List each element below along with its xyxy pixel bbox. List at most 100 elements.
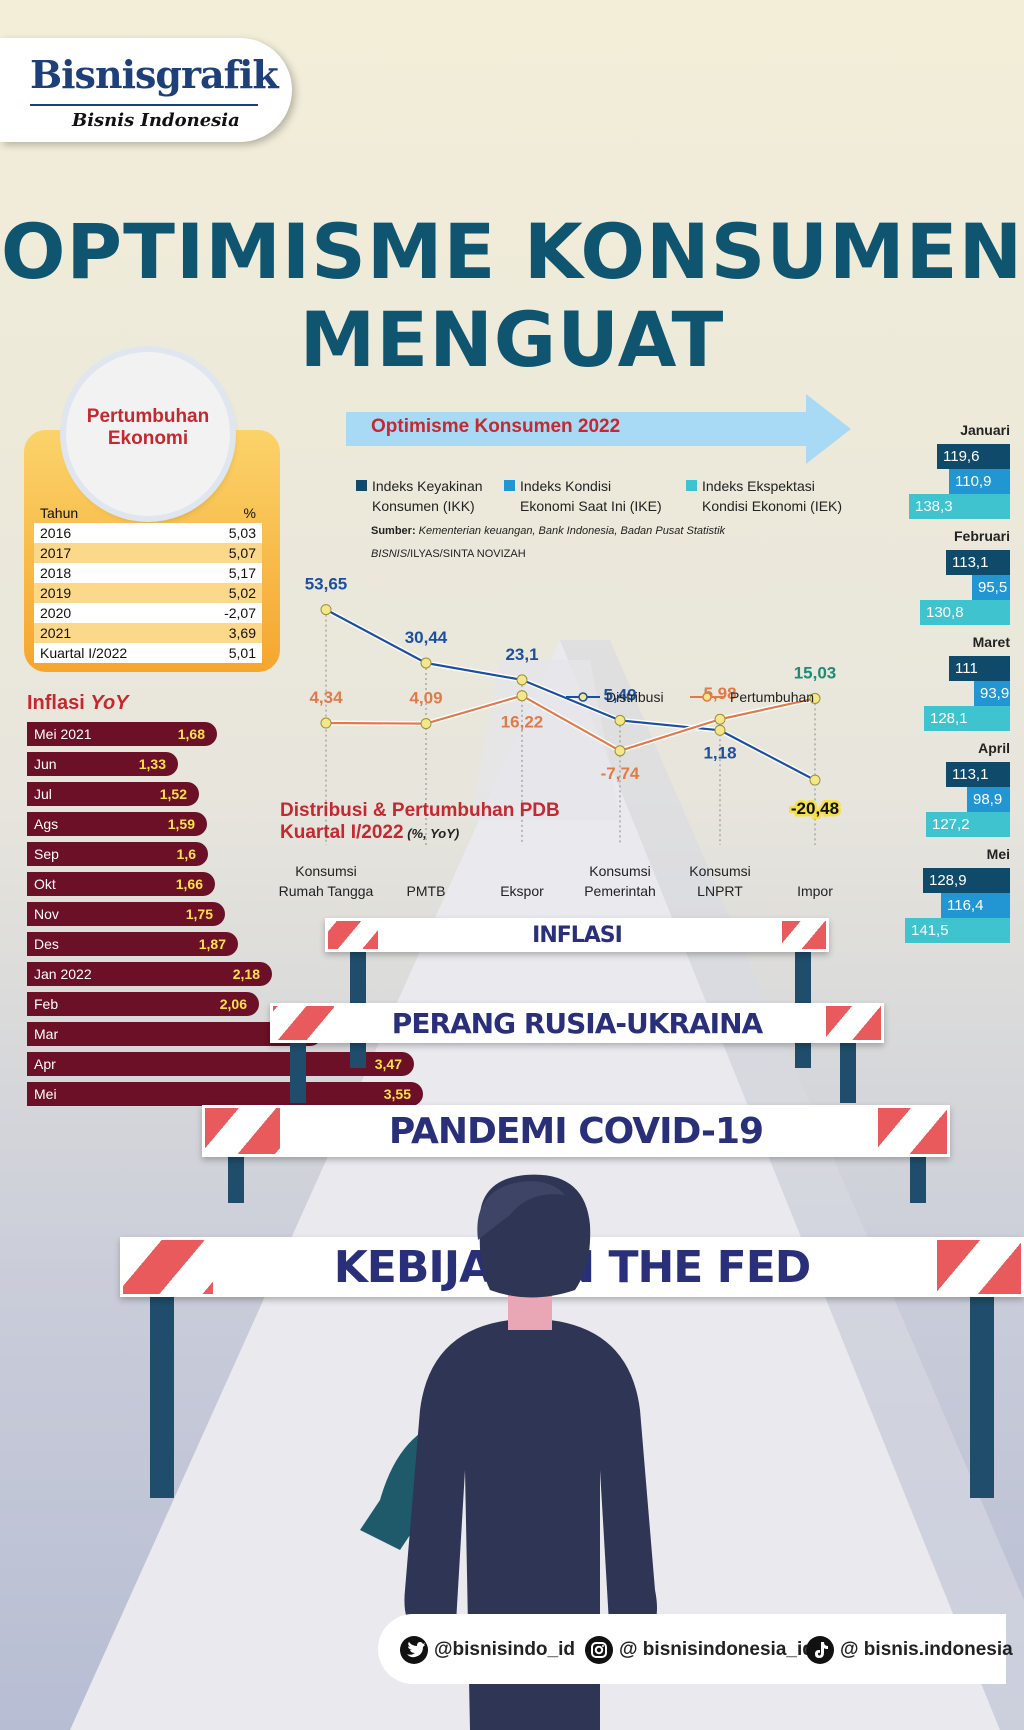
pertumbuhan-row: 2017 5,07 (34, 543, 262, 563)
pertumbuhan-year: 2018 (40, 565, 72, 581)
pdb-category-label: PMTB (407, 883, 446, 899)
inflasi-bar-value: 2,18 (232, 966, 260, 982)
inflasi-bar: Jul 1,52 (27, 782, 199, 806)
inflasi-bar-label: Jan 2022 (34, 966, 92, 982)
inflasi-bar-label: Des (34, 936, 59, 952)
hurdle-bar: INFLASI (325, 918, 829, 952)
legend-iek-line2: Kondisi Ekonomi (IEK) (702, 498, 843, 514)
inflasi-bar-label: Sep (34, 846, 59, 862)
inflasi-bar-label: Feb (34, 996, 59, 1012)
pertumbuhan-value: 5,03 (228, 525, 256, 541)
optimisme-bar-ikk: 119,6 (937, 444, 1010, 469)
pdb-point-distribusi (516, 674, 528, 686)
pdb-category-label: Pemerintah (584, 883, 656, 899)
pertumbuhan-year: 2020 (40, 605, 72, 621)
source-text: Kementerian keuangan, Bank Indonesia, Ba… (415, 525, 726, 537)
optimisme-month-label: Januari (960, 422, 1010, 438)
inflasi-bar-value: 1,87 (198, 936, 226, 952)
pdb-category-label: Ekspor (500, 883, 544, 899)
pdb-point-distribusi (809, 774, 821, 786)
pdb-label-distribusi: 23,1 (505, 645, 538, 664)
pdb-category-label: Impor (797, 883, 833, 899)
pertumbuhan-value: 5,07 (228, 545, 256, 561)
optimisme-bar-ike: 98,9 (967, 787, 1010, 812)
optimisme-bar-iek: 141,5 (905, 918, 1010, 943)
pdb-label-distribusi: -20,48 (791, 799, 839, 818)
legend-iek-line1: Indeks Ekspektasi (702, 478, 815, 494)
pertumbuhan-header-year: Tahun (40, 505, 79, 521)
legend-ikk-line2: Konsumen (IKK) (372, 498, 475, 514)
pdb-label-distribusi: 5,49 (603, 685, 636, 704)
pdb-label-pertumbuhan: -7,74 (601, 764, 640, 783)
pdb-category-label: Rumah Tangga (279, 883, 374, 899)
pertumbuhan-value: 5,01 (228, 645, 256, 661)
twitter-label: @bisnisindo_id (434, 1639, 575, 1660)
pdb-legend-pertumbuhan-label: Pertumbuhan (730, 689, 815, 705)
legend-iek: Indeks Ekspektasi Kondisi Ekonomi (IEK) (686, 476, 846, 516)
hurdle-label-panel (334, 1006, 826, 1040)
source-note: Sumber: Kementerian keuangan, Bank Indon… (371, 525, 725, 537)
pertumbuhan-header: Tahun % (34, 503, 262, 523)
pdb-point-distribusi (614, 714, 626, 726)
pdb-point-pertumbuhan (420, 718, 432, 730)
logo-divider (30, 104, 258, 106)
inflasi-bar-value: 1,6 (176, 846, 196, 862)
pdb-point-distribusi (320, 604, 332, 616)
inflasi-bar-label: Mei 2021 (34, 726, 92, 742)
optimisme-bar-ike: 110,9 (949, 469, 1010, 494)
inflasi-bar-label: Okt (34, 876, 56, 892)
pdb-legend-distribusi-label: Distribusi (606, 689, 664, 705)
twitter-handle[interactable]: @bisnisindo_id (400, 1636, 575, 1664)
instagram-label: @ bisnisindonesia_id (619, 1639, 814, 1660)
inflasi-bar-label: Jun (34, 756, 57, 772)
inflasi-title-em: YoY (90, 692, 129, 714)
credit-em: BISNIS (371, 548, 408, 560)
pdb-label-distribusi: 1,18 (703, 743, 736, 762)
pdb-legend-pertumbuhan: Pertumbuhan (690, 689, 814, 705)
hurdle-bar: PERANG RUSIA-UKRAINA (270, 1003, 884, 1043)
instagram-handle[interactable]: @ bisnisindonesia_id (585, 1636, 814, 1664)
optimisme-title: Optimisme Konsumen 2022 (371, 416, 621, 437)
inflasi-bar: Mei 3,55 (27, 1082, 423, 1106)
legend-ike: Indeks Kondisi Ekonomi Saat Ini (IKE) (504, 476, 676, 516)
pertumbuhan-year: 2016 (40, 525, 72, 541)
pertumbuhan-row: 2021 3,69 (34, 623, 262, 643)
inflasi-bar: Sep 1,6 (27, 842, 208, 866)
pdb-series-line-pertumbuhan (325, 694, 816, 752)
inflasi-bar-value: 1,59 (167, 816, 195, 832)
pdb-point-pertumbuhan (614, 745, 626, 757)
logo-title: Bisnisgrafik (30, 52, 279, 97)
pertumbuhan-year: 2021 (40, 625, 72, 641)
pdb-category-label: Konsumsi (589, 863, 650, 879)
pertumbuhan-badge (66, 352, 230, 516)
optimisme-bar-ike: 116,4 (941, 893, 1010, 918)
inflasi-bar-value: 3,55 (383, 1086, 411, 1102)
pdb-category-label: Konsumsi (295, 863, 356, 879)
pdb-title-line2: Kuartal I/2022 (280, 822, 404, 843)
tiktok-handle[interactable]: @ bisnis.indonesia (806, 1636, 1013, 1664)
hurdle-post (970, 1295, 994, 1498)
legend-ike-label: Indeks Kondisi Ekonomi Saat Ini (IKE) (520, 476, 662, 516)
legend-ikk-label: Indeks Keyakinan Konsumen (IKK) (372, 476, 483, 516)
legend-ikk-line1: Indeks Keyakinan (372, 478, 483, 494)
pertumbuhan-year: 2017 (40, 545, 72, 561)
pdb-label-pertumbuhan: 15,03 (794, 663, 837, 682)
hurdle-bar: PANDEMI COVID-19 (202, 1105, 950, 1157)
pdb-title-line1: Distribusi & Pertumbuhan PDB (280, 800, 560, 821)
pertumbuhan-row: 2020 -2,07 (34, 603, 262, 623)
logo-panel (0, 38, 292, 142)
inflasi-bar: Feb 2,06 (27, 992, 259, 1016)
inflasi-bar: Des 1,87 (27, 932, 238, 956)
inflasi-bar-label: Jul (34, 786, 52, 802)
pertumbuhan-row: Kuartal I/2022 5,01 (34, 643, 262, 663)
hurdle-post (910, 1155, 926, 1203)
hurdle-label-panel (378, 921, 782, 949)
optimisme-bar-ikk: 128,9 (923, 868, 1010, 893)
pdb-label-pertumbuhan: 4,09 (409, 689, 442, 708)
hurdle-label-panel (279, 1108, 879, 1154)
inflasi-bar: Mei 2021 1,68 (27, 722, 217, 746)
inflasi-bar-value: 1,52 (159, 786, 187, 802)
inflasi-bar-value: 1,68 (177, 726, 205, 742)
legend-ikk-swatch (356, 480, 367, 491)
legend-ike-swatch (504, 480, 515, 491)
